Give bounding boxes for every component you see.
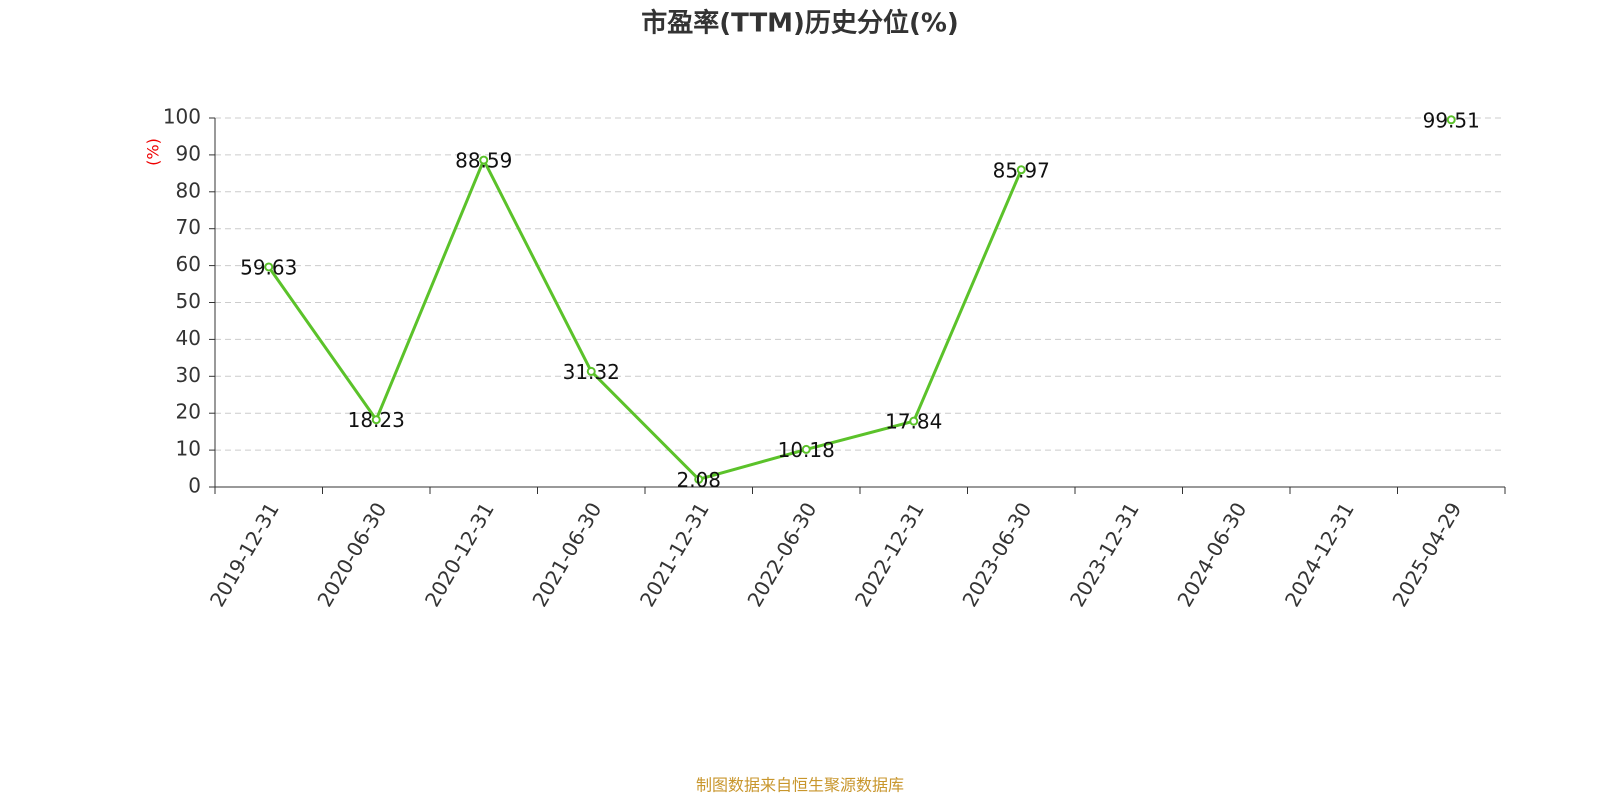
x-tick-label: 2023-12-31 xyxy=(1065,498,1144,611)
y-tick-label: 10 xyxy=(176,437,201,461)
x-tick-label: 2025-04-29 xyxy=(1387,498,1466,611)
x-tick-label: 2022-12-31 xyxy=(850,498,929,611)
data-label: 59.63 xyxy=(240,255,297,279)
point xyxy=(801,444,811,454)
data-label: 31.32 xyxy=(563,360,620,384)
y-tick-label: 70 xyxy=(176,215,201,239)
y-tick-label: 0 xyxy=(188,474,201,498)
point xyxy=(371,415,381,425)
y-tick-label: 80 xyxy=(176,178,201,202)
data-label: 88.59 xyxy=(455,149,512,173)
point xyxy=(479,155,489,165)
chart-title: 市盈率(TTM)历史分位(%) xyxy=(641,8,959,39)
point xyxy=(694,474,704,484)
point xyxy=(586,366,596,376)
point xyxy=(1446,115,1456,125)
x-tick-label: 2019-12-31 xyxy=(205,498,284,611)
y-tick-label: 40 xyxy=(176,326,201,350)
x-tick-label: 2024-06-30 xyxy=(1172,498,1251,611)
data-label: 10.18 xyxy=(778,438,835,462)
point xyxy=(1016,165,1026,175)
x-tick-label: 2024-12-31 xyxy=(1280,498,1359,611)
y-tick-label: 60 xyxy=(176,252,201,276)
data-label: 85.97 xyxy=(993,158,1050,182)
data-label: 2.08 xyxy=(676,468,721,492)
x-tick-label: 2022-06-30 xyxy=(742,498,821,611)
y-tick-label: 20 xyxy=(176,400,201,424)
x-tick-label: 2021-06-30 xyxy=(527,498,606,611)
data-label: 99.51 xyxy=(1423,108,1480,132)
y-tick-label: 30 xyxy=(176,363,201,387)
y-tick-label: 90 xyxy=(176,141,201,165)
x-tick-label: 2020-12-31 xyxy=(420,498,499,611)
source-note: 制图数据来自恒生聚源数据库 xyxy=(696,776,904,795)
y-tick-label: 50 xyxy=(176,289,201,313)
point xyxy=(264,262,274,272)
point xyxy=(909,416,919,426)
x-tick-label: 2021-12-31 xyxy=(635,498,714,611)
y-tick-label: 100 xyxy=(163,105,201,129)
y-axis-label: (%) xyxy=(144,138,163,166)
x-tick-label: 2020-06-30 xyxy=(312,498,391,611)
data-label: 17.84 xyxy=(885,410,942,434)
x-tick-label: 2023-06-30 xyxy=(957,498,1036,611)
line xyxy=(269,120,1452,480)
data-label: 18.23 xyxy=(348,408,405,432)
